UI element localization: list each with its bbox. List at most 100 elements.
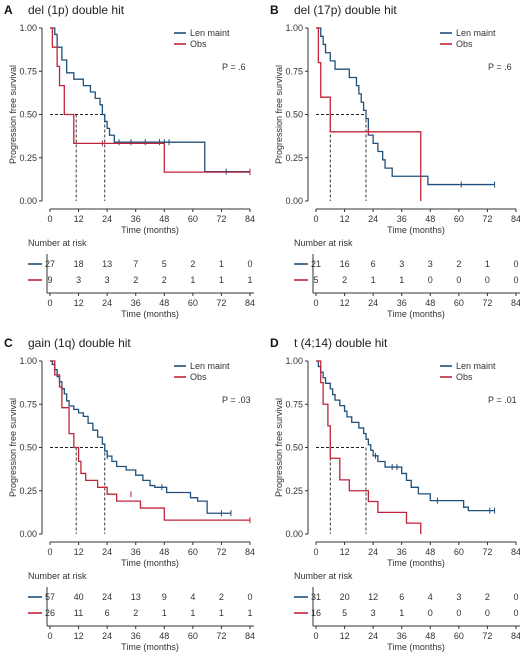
risk-x-tick-label: 36	[131, 298, 141, 308]
x-tick-label: 0	[313, 547, 318, 557]
x-tick-label: 36	[397, 214, 407, 224]
risk-value-obs: 0	[513, 608, 518, 618]
x-tick-label: 12	[340, 214, 350, 224]
p-value: P = .6	[222, 62, 246, 72]
risk-value-len-maint: 7	[133, 259, 138, 269]
risk-value-len-maint: 3	[399, 259, 404, 269]
x-tick-label: 84	[245, 547, 255, 557]
km-curve-obs	[316, 360, 422, 534]
risk-value-obs: 9	[47, 275, 52, 285]
risk-value-obs: 0	[428, 608, 433, 618]
risk-x-tick-label: 24	[368, 298, 378, 308]
risk-value-len-maint: 1	[219, 259, 224, 269]
risk-value-len-maint: 27	[45, 259, 55, 269]
x-tick-label: 24	[368, 214, 378, 224]
risk-value-obs: 0	[485, 275, 490, 285]
risk-value-len-maint: 0	[513, 259, 518, 269]
x-tick-label: 84	[511, 214, 520, 224]
panel-letter: C	[4, 336, 13, 350]
x-tick-label: 36	[131, 214, 141, 224]
risk-value-len-maint: 0	[247, 259, 252, 269]
x-tick-label: 72	[482, 547, 492, 557]
risk-value-len-maint: 40	[74, 592, 84, 602]
y-tick-label: 0.25	[19, 153, 37, 163]
risk-value-obs: 26	[45, 608, 55, 618]
y-tick-label: 0.00	[19, 196, 37, 206]
p-value: P = .01	[488, 395, 517, 405]
x-tick-label: 48	[425, 547, 435, 557]
y-tick-label: 0.25	[285, 486, 303, 496]
risk-x-axis-label: Time (months)	[121, 642, 179, 652]
risk-value-len-maint: 9	[162, 592, 167, 602]
risk-x-tick-label: 12	[340, 631, 350, 641]
risk-value-obs: 3	[371, 608, 376, 618]
x-tick-label: 48	[159, 547, 169, 557]
risk-x-axis-label: Time (months)	[387, 642, 445, 652]
x-tick-label: 36	[131, 547, 141, 557]
risk-value-len-maint: 13	[102, 259, 112, 269]
x-tick-label: 84	[245, 214, 255, 224]
x-tick-label: 84	[511, 547, 520, 557]
y-tick-label: 0.50	[285, 443, 303, 453]
y-tick-label: 1.00	[19, 23, 37, 33]
x-tick-label: 24	[368, 547, 378, 557]
risk-value-len-maint: 6	[371, 259, 376, 269]
risk-value-obs: 16	[311, 608, 321, 618]
y-tick-label: 0.25	[285, 153, 303, 163]
y-axis-label: Progression free survival	[274, 398, 284, 497]
x-tick-label: 72	[216, 214, 226, 224]
y-tick-label: 0.25	[19, 486, 37, 496]
risk-value-obs: 2	[342, 275, 347, 285]
panel-letter: A	[4, 3, 13, 17]
km-curve-len-maint	[316, 27, 495, 186]
risk-value-obs: 0	[456, 275, 461, 285]
risk-x-tick-label: 0	[313, 631, 318, 641]
risk-value-len-maint: 2	[485, 592, 490, 602]
panel-title: t (4;14) double hit	[294, 336, 388, 350]
km-curve-len-maint	[50, 27, 250, 173]
risk-value-obs: 1	[371, 275, 376, 285]
risk-x-tick-label: 60	[454, 631, 464, 641]
x-tick-label: 36	[397, 547, 407, 557]
risk-value-len-maint: 21	[311, 259, 321, 269]
y-tick-label: 1.00	[19, 356, 37, 366]
x-tick-label: 60	[454, 547, 464, 557]
panel-letter: B	[270, 3, 279, 17]
risk-x-tick-label: 84	[245, 631, 255, 641]
y-tick-label: 0.75	[19, 66, 37, 76]
risk-x-tick-label: 84	[245, 298, 255, 308]
risk-table-title: Number at risk	[294, 571, 353, 581]
legend-label-obs: Obs	[190, 372, 207, 382]
risk-value-obs: 5	[342, 608, 347, 618]
x-tick-label: 12	[340, 547, 350, 557]
risk-value-obs: 1	[399, 608, 404, 618]
legend-label-len-maint: Len maint	[190, 28, 230, 38]
risk-value-len-maint: 12	[368, 592, 378, 602]
risk-x-tick-label: 0	[47, 298, 52, 308]
risk-value-obs: 0	[513, 275, 518, 285]
risk-value-len-maint: 2	[219, 592, 224, 602]
x-axis-label: Time (months)	[387, 558, 445, 568]
risk-value-obs: 1	[247, 275, 252, 285]
risk-value-obs: 1	[219, 608, 224, 618]
risk-value-obs: 3	[105, 275, 110, 285]
risk-x-tick-label: 36	[131, 631, 141, 641]
risk-x-tick-label: 48	[159, 298, 169, 308]
risk-value-obs: 1	[162, 608, 167, 618]
risk-x-tick-label: 0	[47, 631, 52, 641]
y-tick-label: 0.75	[285, 399, 303, 409]
p-value: P = .6	[488, 62, 512, 72]
risk-table-title: Number at risk	[28, 571, 87, 581]
risk-x-tick-label: 60	[454, 298, 464, 308]
risk-value-obs: 11	[74, 608, 83, 618]
risk-value-len-maint: 5	[162, 259, 167, 269]
risk-value-obs: 1	[190, 275, 195, 285]
risk-x-tick-label: 24	[102, 631, 112, 641]
risk-value-obs: 1	[190, 608, 195, 618]
p-value: P = .03	[222, 395, 251, 405]
x-tick-label: 0	[47, 214, 52, 224]
risk-value-len-maint: 57	[45, 592, 55, 602]
